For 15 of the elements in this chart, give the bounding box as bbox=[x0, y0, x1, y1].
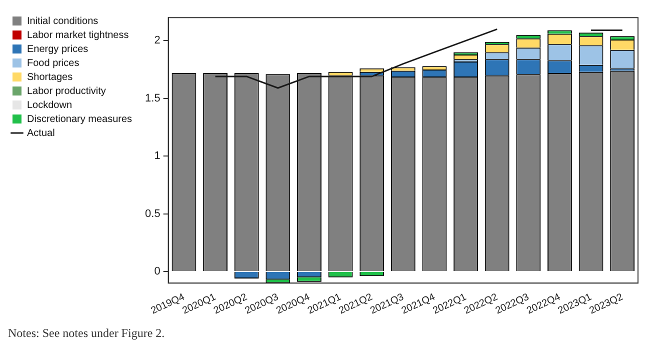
y-tick-label: 2 bbox=[154, 34, 160, 47]
legend-label: Lockdown bbox=[27, 100, 72, 111]
legend-label: Discretionary measures bbox=[27, 114, 132, 125]
text: Notes: See notes under Figure 2. bbox=[8, 326, 166, 341]
legend-label: Energy prices bbox=[27, 44, 88, 55]
y-tick-label: 1.5 bbox=[145, 92, 160, 104]
legend-label: Labor market tightness bbox=[27, 30, 129, 41]
y-tick-label: 0 bbox=[154, 266, 160, 278]
legend-label: Labor productivity bbox=[27, 86, 106, 97]
legend-label: Food prices bbox=[27, 58, 80, 69]
y-tick-label: 1 bbox=[154, 150, 160, 162]
legend-label: Shortages bbox=[27, 72, 73, 83]
y-tick-label: 0.5 bbox=[145, 208, 160, 220]
legend-label: Initial conditions bbox=[27, 16, 98, 27]
legend-label: Actual bbox=[27, 128, 55, 139]
